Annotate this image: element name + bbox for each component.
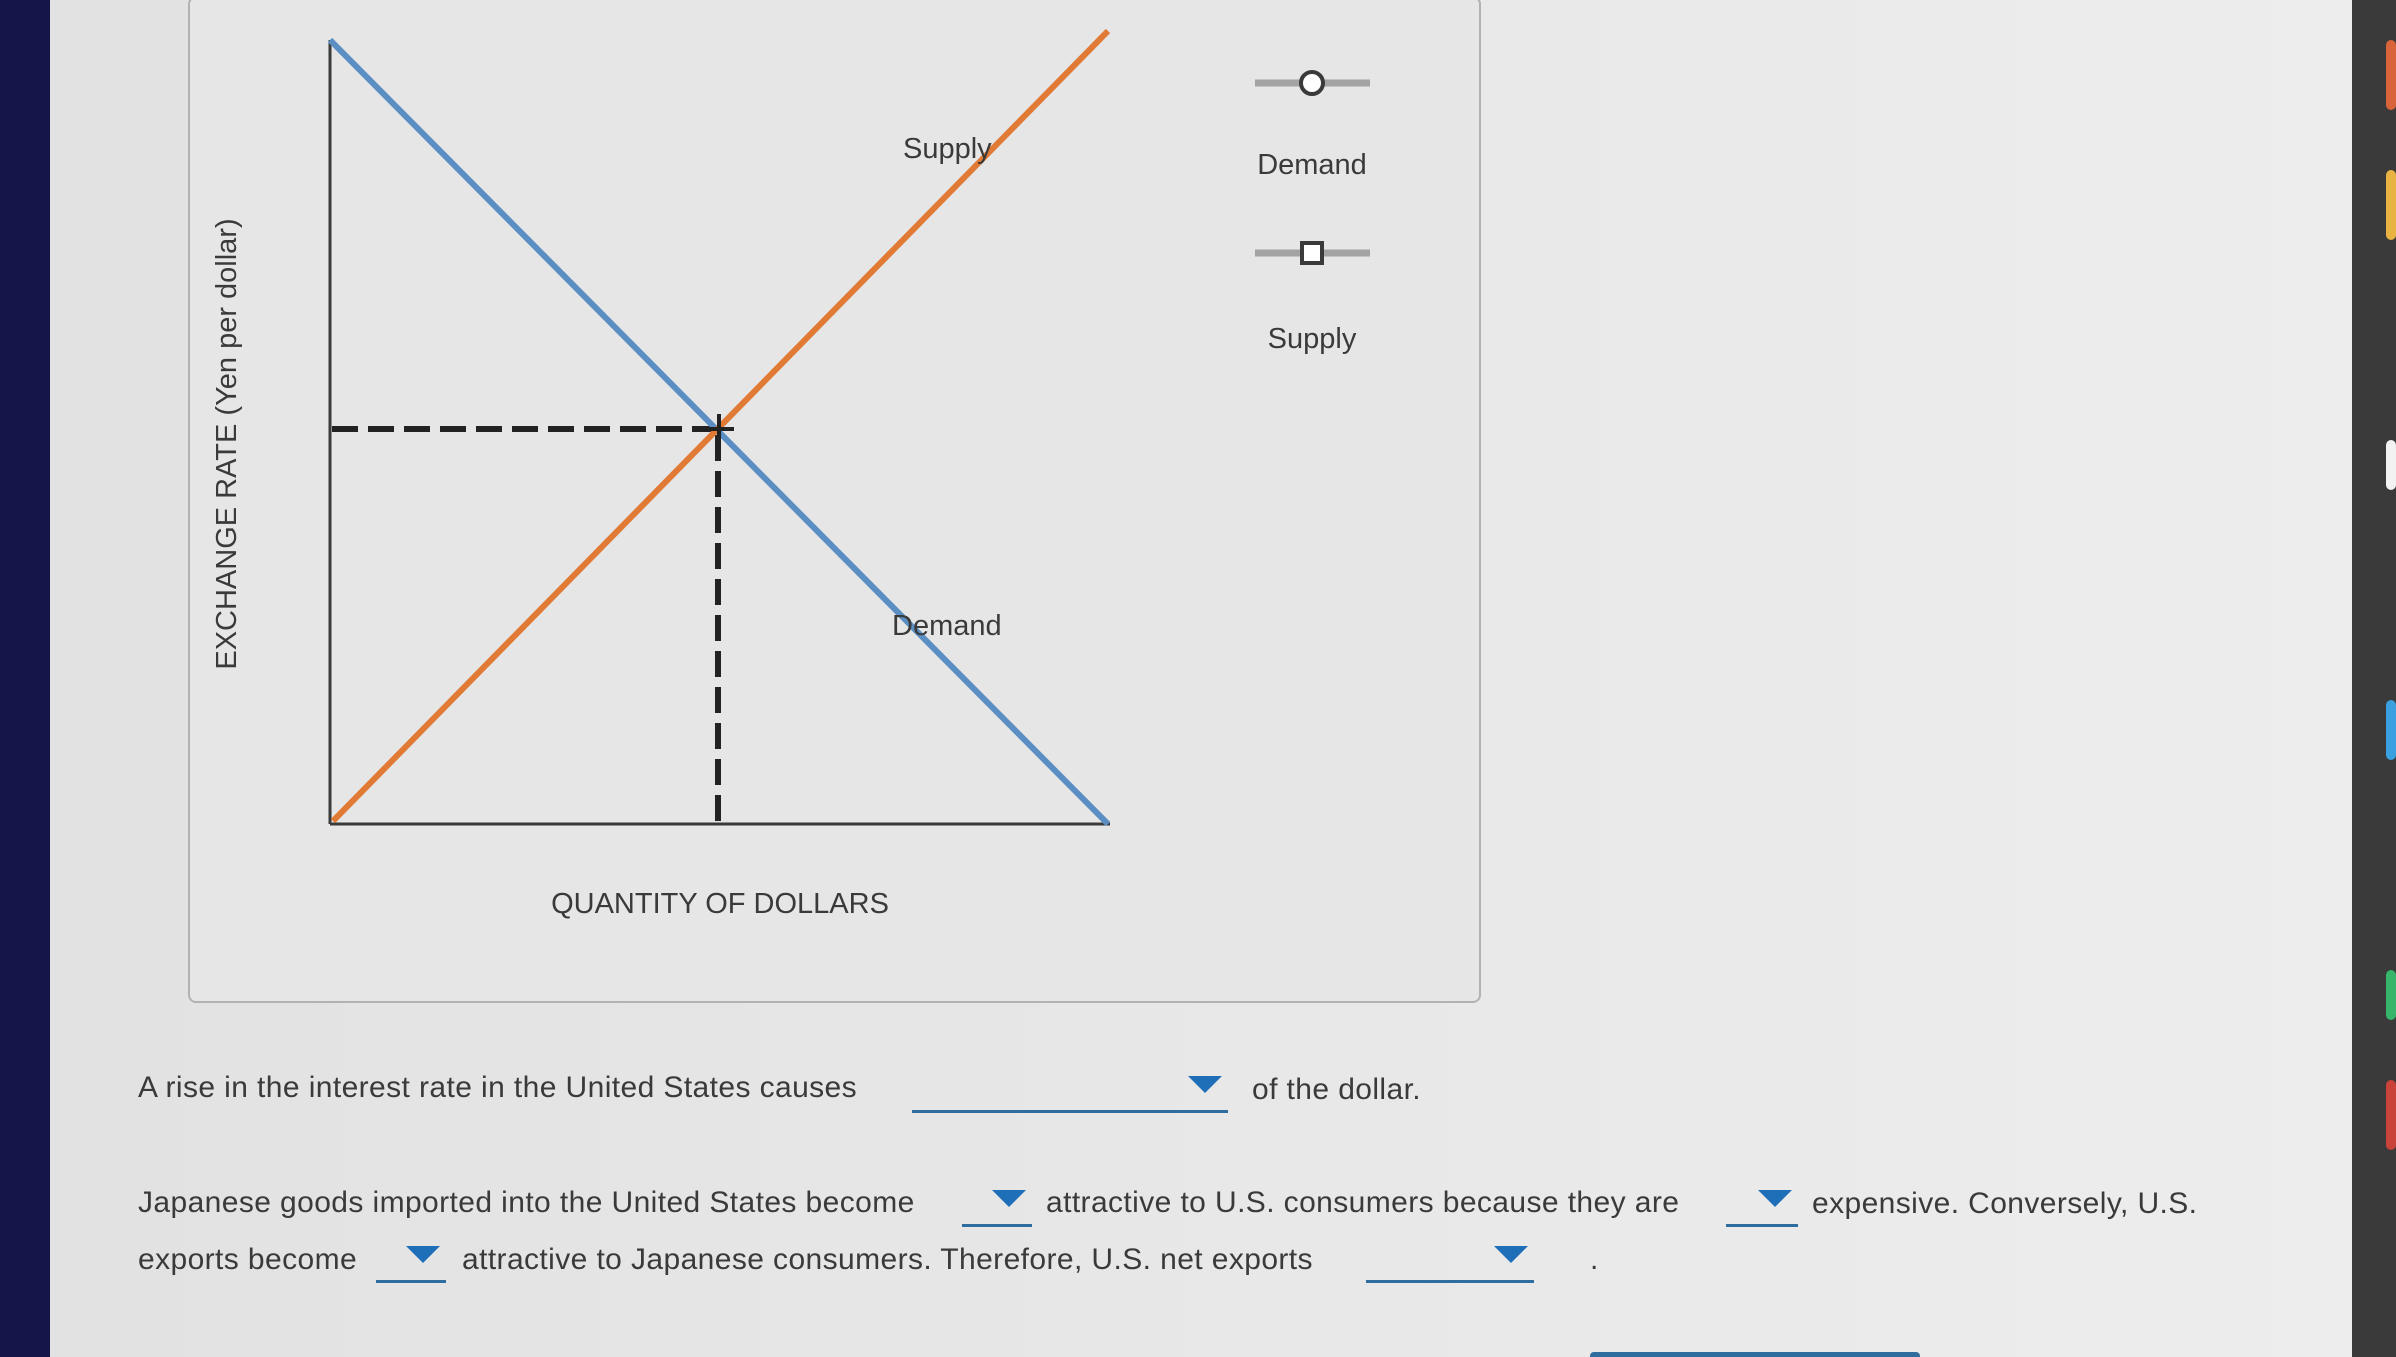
equilibrium-point-marker[interactable] [704, 414, 734, 444]
graph-canvas[interactable]: Supply Demand EXCHANGE RATE (Yen per dol… [190, 0, 1479, 1001]
net-exports-dropdown[interactable] [1366, 1238, 1534, 1283]
imports-price-dropdown[interactable] [1726, 1182, 1798, 1227]
question-page: Supply Demand EXCHANGE RATE (Yen per dol… [50, 0, 2352, 1357]
chevron-down-icon [1758, 1190, 1792, 1207]
bottom-button-edge[interactable] [1590, 1352, 1920, 1357]
chevron-down-icon [1188, 1076, 1222, 1093]
imports-attractiveness-dropdown[interactable] [962, 1182, 1032, 1227]
question-2-text-e: attractive to Japanese consumers. Theref… [462, 1243, 1313, 1276]
window-right-edge [2352, 0, 2396, 1357]
supply-curve-label: Supply [903, 133, 992, 165]
supply-tool[interactable]: Supply [1255, 241, 1370, 355]
window-left-edge [0, 0, 50, 1357]
x-axis-title: QUANTITY OF DOLLARS [551, 888, 889, 920]
supply-tool-square-icon [1300, 241, 1324, 265]
question-1-text-end: of the dollar. [1252, 1073, 1422, 1106]
question-1-text: A rise in the interest rate in the Unite… [138, 1071, 858, 1104]
y-axis-title: EXCHANGE RATE (Yen per dollar) [211, 218, 243, 669]
question-2-text-a: Japanese goods imported into the United … [138, 1186, 915, 1219]
red-app-tab[interactable] [2386, 1080, 2396, 1150]
demand-tool-circle-icon [1299, 70, 1325, 96]
question-2-text-c: expensive. Conversely, U.S. [1812, 1187, 2198, 1220]
demand-tool-label: Demand [1257, 149, 1367, 181]
question-1-dropdown[interactable] [912, 1068, 1228, 1113]
chevron-down-icon [406, 1246, 440, 1263]
white-app-tab[interactable] [2386, 440, 2396, 490]
green-app-tab[interactable] [2386, 970, 2396, 1020]
question-2-text-b: attractive to U.S. consumers because the… [1046, 1186, 1680, 1219]
question-2-text-end: . [1590, 1243, 1599, 1276]
question-2-text-d: exports become [138, 1243, 358, 1276]
demand-tool[interactable]: Demand [1255, 70, 1370, 181]
yellow-app-tab[interactable] [2386, 170, 2396, 240]
chevron-down-icon [992, 1190, 1026, 1207]
exports-attractiveness-dropdown[interactable] [376, 1238, 446, 1283]
orange-app-tab[interactable] [2386, 40, 2396, 110]
blue-app-tab[interactable] [2386, 700, 2396, 760]
graph-area[interactable]: Supply Demand EXCHANGE RATE (Yen per dol… [188, 0, 1481, 1003]
chevron-down-icon [1494, 1246, 1528, 1263]
supply-tool-label: Supply [1268, 323, 1357, 355]
demand-curve-label: Demand [892, 610, 1002, 642]
